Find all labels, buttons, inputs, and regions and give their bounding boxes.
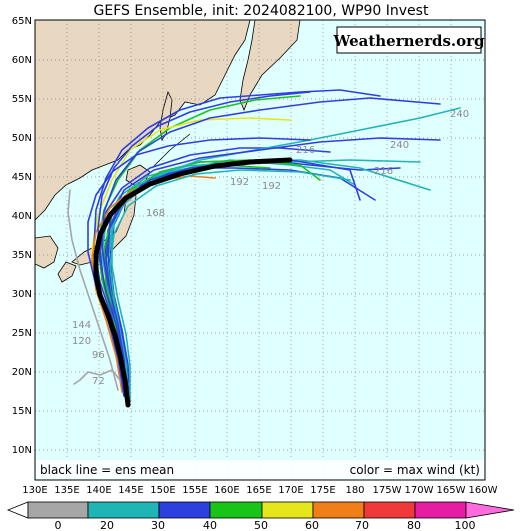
- lat-label: 65N: [12, 16, 32, 27]
- lat-label: 60N: [12, 55, 32, 66]
- hour-label: 168: [146, 208, 165, 219]
- lon-label: 140E: [86, 485, 111, 496]
- scale-segment-0: [27, 501, 89, 519]
- hour-label: 240: [390, 140, 409, 151]
- lon-label: 150E: [150, 485, 175, 496]
- hour-label: 192: [230, 177, 249, 188]
- scale-segment-3: [209, 501, 263, 519]
- hour-label: 120: [72, 336, 91, 347]
- lon-label: 130E: [22, 485, 47, 496]
- member-track-8: [93, 89, 381, 397]
- member-track-15: [109, 169, 351, 403]
- map-frame: [34, 19, 486, 481]
- lon-label: 155E: [182, 485, 207, 496]
- lon-label: 180: [345, 485, 364, 496]
- hour-label: 192: [262, 181, 281, 192]
- lat-label: 25N: [12, 328, 32, 339]
- scale-tick: 0: [55, 519, 62, 531]
- lat-label: 35N: [12, 250, 32, 261]
- lat-label: 15N: [12, 406, 32, 417]
- legend-color-text: color = max wind (kt): [350, 463, 480, 477]
- lon-label: 170E: [278, 485, 303, 496]
- legend-box: [36, 460, 484, 479]
- scale-tick: 80: [407, 519, 421, 531]
- lon-label: 170W: [405, 485, 434, 496]
- lat-label: 40N: [12, 211, 32, 222]
- lat-label: 20N: [12, 367, 32, 378]
- scale-tick: 70: [355, 519, 369, 531]
- scale-arrow-right: [465, 501, 515, 519]
- longitude-labels: 130E 135E 140E 145E 150E 155E 160E 165E …: [22, 485, 497, 496]
- hour-label: 144: [72, 320, 91, 331]
- member-track-20: [73, 369, 121, 385]
- scale-tick: 100: [455, 519, 476, 531]
- scale-tick: 30: [151, 519, 165, 531]
- hour-label: 216: [296, 145, 315, 156]
- map-title: GEFS Ensemble, init: 2024082100, WP90 In…: [94, 3, 429, 19]
- scale-segment-5: [312, 501, 365, 519]
- color-scale-ticks: 0 20 30 40 50 60 70 80 100: [55, 519, 476, 531]
- scale-tick: 20: [100, 519, 114, 531]
- hour-label: 240: [450, 109, 469, 120]
- lat-label: 55N: [12, 94, 32, 105]
- lat-label: 30N: [12, 289, 32, 300]
- lat-label: 50N: [12, 133, 32, 144]
- scale-tick: 50: [254, 519, 268, 531]
- scale-segment-1: [87, 501, 160, 519]
- member-track-11: [107, 137, 441, 401]
- scale-segment-7: [414, 501, 467, 519]
- scale-segment-4: [261, 501, 314, 519]
- scale-arrow-left: [6, 501, 29, 519]
- lon-label: 145E: [118, 485, 143, 496]
- lat-label: 45N: [12, 172, 32, 183]
- lon-label: 165E: [246, 485, 271, 496]
- hour-labels: 240 240 216 216 192 192 168 144 120 96 7…: [72, 109, 469, 387]
- hour-label: 96: [92, 350, 105, 361]
- kuril-islands: [151, 133, 191, 169]
- latitude-labels: 65N 60N 55N 50N 45N 40N 35N 30N 25N 20N …: [12, 16, 32, 456]
- lon-label: 160W: [469, 485, 498, 496]
- scale-segment-6: [363, 501, 416, 519]
- lon-label: 135E: [54, 485, 79, 496]
- member-track-19: [97, 91, 311, 399]
- hour-label: 216: [374, 166, 393, 177]
- ensemble-mean-track: [93, 157, 293, 408]
- lon-label: 175E: [310, 485, 335, 496]
- lat-label: 10N: [12, 445, 32, 456]
- member-track-16: [67, 189, 119, 391]
- watermark-box: [336, 26, 482, 54]
- lon-label: 160E: [214, 485, 239, 496]
- scale-segment-2: [158, 501, 211, 519]
- hour-label: 72: [92, 376, 105, 387]
- legend-mean-text: black line = ens mean: [40, 463, 174, 477]
- scale-tick: 60: [305, 519, 319, 531]
- scale-tick: 40: [203, 519, 217, 531]
- color-scale-bar: [6, 501, 515, 519]
- lon-label: 175W: [373, 485, 402, 496]
- lon-label: 165W: [437, 485, 466, 496]
- watermark-text: Weathernerds.org: [332, 32, 485, 50]
